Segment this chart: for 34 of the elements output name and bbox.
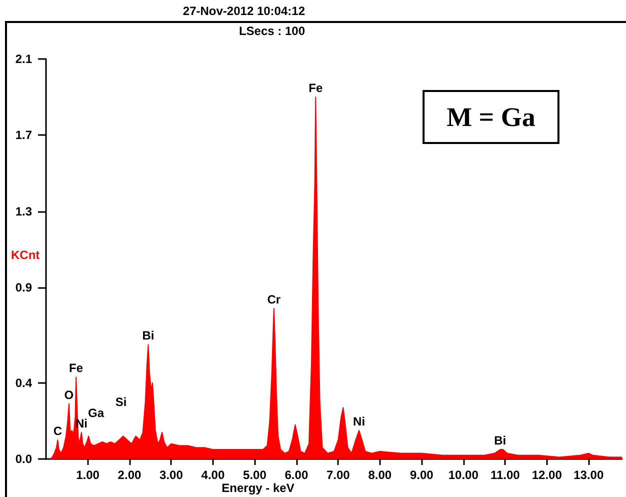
x-tick-label: 4.00	[201, 468, 225, 482]
x-tick-label: 9.00	[410, 468, 434, 482]
y-tick-label: 0.4	[15, 376, 32, 390]
annotation: Si	[115, 395, 127, 409]
annotation: Cr	[267, 292, 281, 307]
annotation: M = Ga	[446, 102, 536, 132]
x-tick-label: 11.00	[490, 468, 520, 482]
annotation: Fe	[69, 361, 84, 376]
x-axis-title: Energy - keV	[222, 481, 294, 495]
y-tick-label: 1.3	[15, 204, 32, 218]
y-tick-label: 1.7	[15, 128, 32, 142]
x-tick-label: 1.00	[76, 468, 100, 482]
x-tick-label: 8.00	[368, 468, 392, 482]
x-tick-label: 2.00	[118, 468, 142, 482]
annotation: Ga	[88, 406, 104, 420]
annotation: O	[64, 388, 74, 402]
x-tick-label: 6.00	[284, 468, 308, 482]
x-tick-label: 12.00	[532, 468, 562, 482]
text: 27-Nov-2012 10:04:12	[182, 4, 306, 18]
x-tick-label: 7.00	[326, 468, 350, 482]
x-tick-label: 13.00	[574, 468, 604, 482]
annotation: Fe	[308, 81, 323, 96]
annotation: Bi	[494, 433, 506, 448]
x-tick-label: 3.00	[160, 468, 184, 482]
x-tick-label: 5.00	[243, 468, 267, 482]
x-tick-label: 10.00	[448, 468, 479, 482]
y-tick-label: 2.1	[15, 52, 32, 66]
y-tick-label: 0.0	[15, 452, 32, 466]
y-axis-title: KCnt	[11, 248, 40, 262]
y-tick-label: 0.9	[15, 280, 32, 295]
text: LSecs : 100	[238, 24, 306, 38]
annotation: C	[53, 424, 62, 438]
annotation: Ni	[353, 414, 366, 428]
annotation: Bi	[142, 328, 154, 343]
